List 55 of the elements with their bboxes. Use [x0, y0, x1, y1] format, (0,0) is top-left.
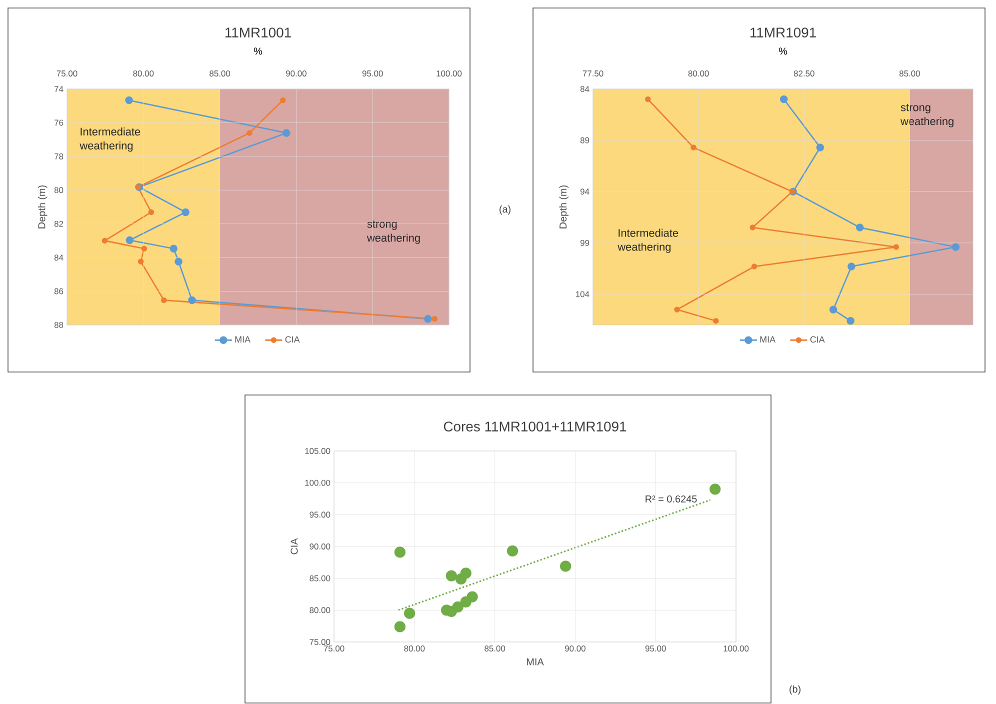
x-axis-title: % — [778, 48, 788, 55]
text: (a) — [500, 205, 510, 215]
text: (b) — [790, 685, 800, 695]
x-tick-label: 80.00 — [688, 70, 709, 76]
x-tick-label: 77.50 — [582, 70, 604, 76]
x-tick-label: 85.00 — [210, 70, 230, 76]
x-tick-label: 85.00 — [484, 646, 506, 652]
y-tick-label: 75.00 — [310, 638, 330, 645]
y-tick-label: 89 — [580, 137, 590, 144]
y-tick-label: 82 — [54, 220, 64, 227]
x-tick-label: 100.00 — [436, 70, 462, 76]
chart-title: 11MR1001 — [225, 28, 291, 38]
y-tick-label: 78 — [54, 153, 64, 160]
y-tick-label: 88 — [54, 322, 64, 328]
x-axis-title: % — [254, 48, 262, 55]
y-tick-label: 95.00 — [310, 512, 330, 518]
x-tick-label: 100.00 — [724, 646, 749, 652]
x-tick-label: 90.00 — [565, 646, 586, 652]
y-tick-label: 80 — [54, 187, 64, 194]
y-tick-label: 90.00 — [310, 543, 330, 550]
y-tick-label: 84 — [580, 86, 590, 92]
legend-label: CIA — [810, 336, 825, 343]
y-axis-title: Depth (m) — [559, 185, 569, 228]
x-tick-label: 90.00 — [286, 70, 306, 76]
band-label: Intermediate weathering — [80, 127, 140, 152]
x-tick-label: 85.00 — [899, 70, 920, 76]
y-axis-title: CIA — [290, 538, 298, 554]
y-tick-label: 99 — [580, 240, 590, 246]
chart-title: Cores 11MR1001+11MR1091 — [444, 422, 626, 432]
x-axis-title: MIA — [526, 658, 544, 666]
x-tick-label: 95.00 — [645, 646, 666, 652]
x-tick-label: 95.00 — [362, 70, 383, 76]
y-tick-label: 74 — [54, 86, 64, 92]
legend-label: MIA — [760, 336, 776, 342]
chart-title: 11MR1091 — [750, 28, 816, 38]
y-tick-label: 76 — [54, 120, 64, 126]
annotation: R² = 0.6245 — [646, 495, 697, 503]
band-label: Intermediate weathering — [618, 228, 678, 253]
x-tick-label: 75.00 — [324, 646, 344, 652]
y-tick-label: 104 — [576, 291, 590, 298]
legend-label: CIA — [285, 336, 300, 343]
y-tick-label: 105.00 — [305, 448, 330, 454]
y-tick-label: 86 — [54, 288, 64, 294]
x-tick-label: 80.00 — [404, 646, 425, 652]
band-label: strong weathering — [900, 104, 954, 128]
y-tick-label: 85.00 — [310, 575, 330, 582]
y-axis-title: Depth (m) — [38, 185, 48, 228]
y-tick-label: 80.00 — [310, 607, 330, 614]
x-tick-label: 82.50 — [794, 70, 814, 76]
y-tick-label: 84 — [54, 254, 64, 261]
y-tick-label: 100.00 — [305, 480, 330, 486]
y-tick-label: 94 — [580, 188, 590, 195]
x-tick-label: 80.00 — [133, 70, 154, 76]
legend-label: MIA — [235, 336, 251, 342]
band-label: strong weathering — [366, 220, 420, 244]
